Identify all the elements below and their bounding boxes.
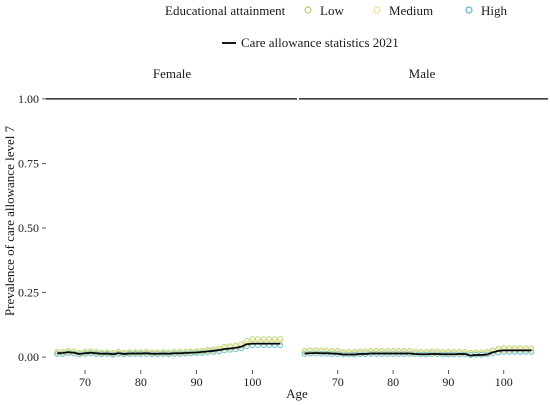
point-high: [227, 346, 233, 353]
point-medium: [318, 349, 325, 355]
x-tick-label: 100: [495, 375, 513, 389]
y-tick-label: 0.50: [18, 221, 39, 235]
point-low: [255, 336, 261, 342]
point-low: [271, 336, 278, 342]
x-axis-title: Age: [286, 386, 308, 401]
x-tick-label: 90: [191, 375, 203, 389]
legend-swatch-low: [304, 6, 312, 14]
legend-stat: Care allowance statistics 2021: [222, 35, 399, 50]
point-low: [260, 336, 267, 342]
plot-area: 0.00 0.25 0.50 0.75 1.00 70 80 90 100 70 80 90 100: [18, 92, 548, 389]
legend-swatch-medium: [373, 6, 381, 14]
panel-male: 70 80 90 100: [299, 98, 548, 389]
x-tick-label: 80: [135, 375, 147, 389]
x-tick-label: 100: [243, 375, 261, 389]
y-tick-label: 1.00: [18, 92, 39, 106]
x-tick-label: 70: [332, 375, 344, 389]
legend-item-medium: Medium: [373, 3, 433, 18]
point-high: [260, 342, 267, 349]
x-tick-label: 90: [442, 375, 454, 389]
point-high: [249, 342, 256, 349]
panel-title-male: Male: [409, 66, 436, 81]
point-low: [249, 336, 256, 342]
legend-item-high: High: [465, 3, 508, 18]
legend-stat-label: Care allowance statistics 2021: [241, 35, 399, 50]
legend-educ-title: Educational attainment: [165, 3, 286, 18]
panel-female: 70 80 90 100: [46, 98, 297, 389]
point-low: [277, 336, 284, 342]
legend-label-high: High: [481, 3, 508, 18]
x-tick-label: 70: [79, 375, 91, 389]
y-tick-label: 0.00: [18, 350, 39, 364]
series-line-statistics: [57, 342, 281, 356]
series-line-statistics: [304, 349, 532, 357]
point-high: [54, 351, 61, 357]
point-low: [266, 336, 273, 342]
point-medium: [307, 349, 313, 355]
panel-title-female: Female: [153, 66, 191, 81]
legend-educ: Educational attainment Low Medium High: [165, 3, 508, 18]
legend-swatch-high: [465, 6, 473, 14]
y-tick-label: 0.75: [18, 156, 39, 170]
point-medium: [323, 349, 330, 355]
legend-label-medium: Medium: [389, 3, 433, 18]
y-tick-label: 0.25: [18, 286, 39, 300]
y-axis-title: Prevalence of care allowance level 7: [2, 125, 17, 316]
point-high: [216, 348, 222, 355]
point-medium: [312, 348, 319, 355]
point-high: [277, 342, 284, 349]
point-high: [266, 342, 273, 349]
point-high: [59, 351, 66, 357]
legend-item-low: Low: [304, 3, 344, 18]
legend-label-low: Low: [320, 3, 344, 18]
x-tick-label: 80: [387, 375, 399, 389]
point-high: [255, 342, 261, 349]
point-high: [271, 342, 278, 349]
